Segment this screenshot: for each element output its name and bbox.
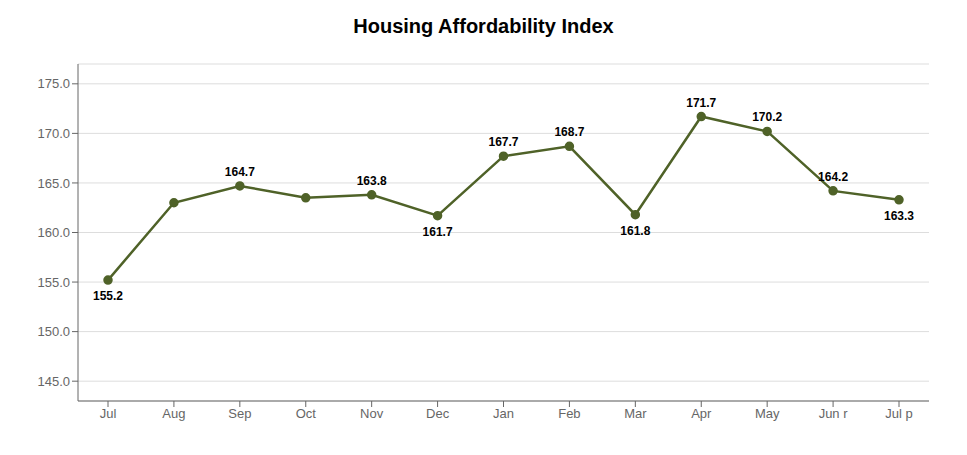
svg-text:168.7: 168.7 — [554, 125, 584, 139]
svg-text:160.0: 160.0 — [37, 225, 70, 240]
svg-text:Mar: Mar — [624, 406, 647, 421]
svg-text:Jul: Jul — [100, 406, 117, 421]
svg-text:155.0: 155.0 — [37, 275, 70, 290]
svg-text:Jan: Jan — [493, 406, 514, 421]
svg-text:161.7: 161.7 — [423, 225, 453, 239]
svg-text:Jun r: Jun r — [819, 406, 849, 421]
svg-text:155.2: 155.2 — [93, 289, 123, 303]
svg-text:Aug: Aug — [162, 406, 185, 421]
svg-text:Apr: Apr — [691, 406, 712, 421]
svg-text:161.8: 161.8 — [620, 224, 650, 238]
svg-text:150.0: 150.0 — [37, 324, 70, 339]
svg-text:170.0: 170.0 — [37, 126, 70, 141]
html-text:Housing Affordability Index: Housing Affordability Index — [353, 15, 614, 37]
svg-text:163.8: 163.8 — [357, 174, 387, 188]
svg-text:Jul p: Jul p — [885, 406, 912, 421]
svg-text:Oct: Oct — [296, 406, 317, 421]
svg-text:Dec: Dec — [426, 406, 450, 421]
svg-text:175.0: 175.0 — [37, 76, 70, 91]
svg-text:171.7: 171.7 — [686, 96, 716, 110]
svg-text:163.3: 163.3 — [884, 209, 914, 223]
svg-text:167.7: 167.7 — [488, 135, 518, 149]
svg-text:Feb: Feb — [558, 406, 580, 421]
svg-text:164.7: 164.7 — [225, 165, 255, 179]
svg-text:170.2: 170.2 — [752, 110, 782, 124]
svg-text:145.0: 145.0 — [37, 374, 70, 389]
svg-text:Nov: Nov — [360, 406, 384, 421]
svg-text:165.0: 165.0 — [37, 176, 70, 191]
svg-text:Sep: Sep — [228, 406, 251, 421]
svg-text:May: May — [755, 406, 780, 421]
svg-text:164.2: 164.2 — [818, 170, 848, 184]
